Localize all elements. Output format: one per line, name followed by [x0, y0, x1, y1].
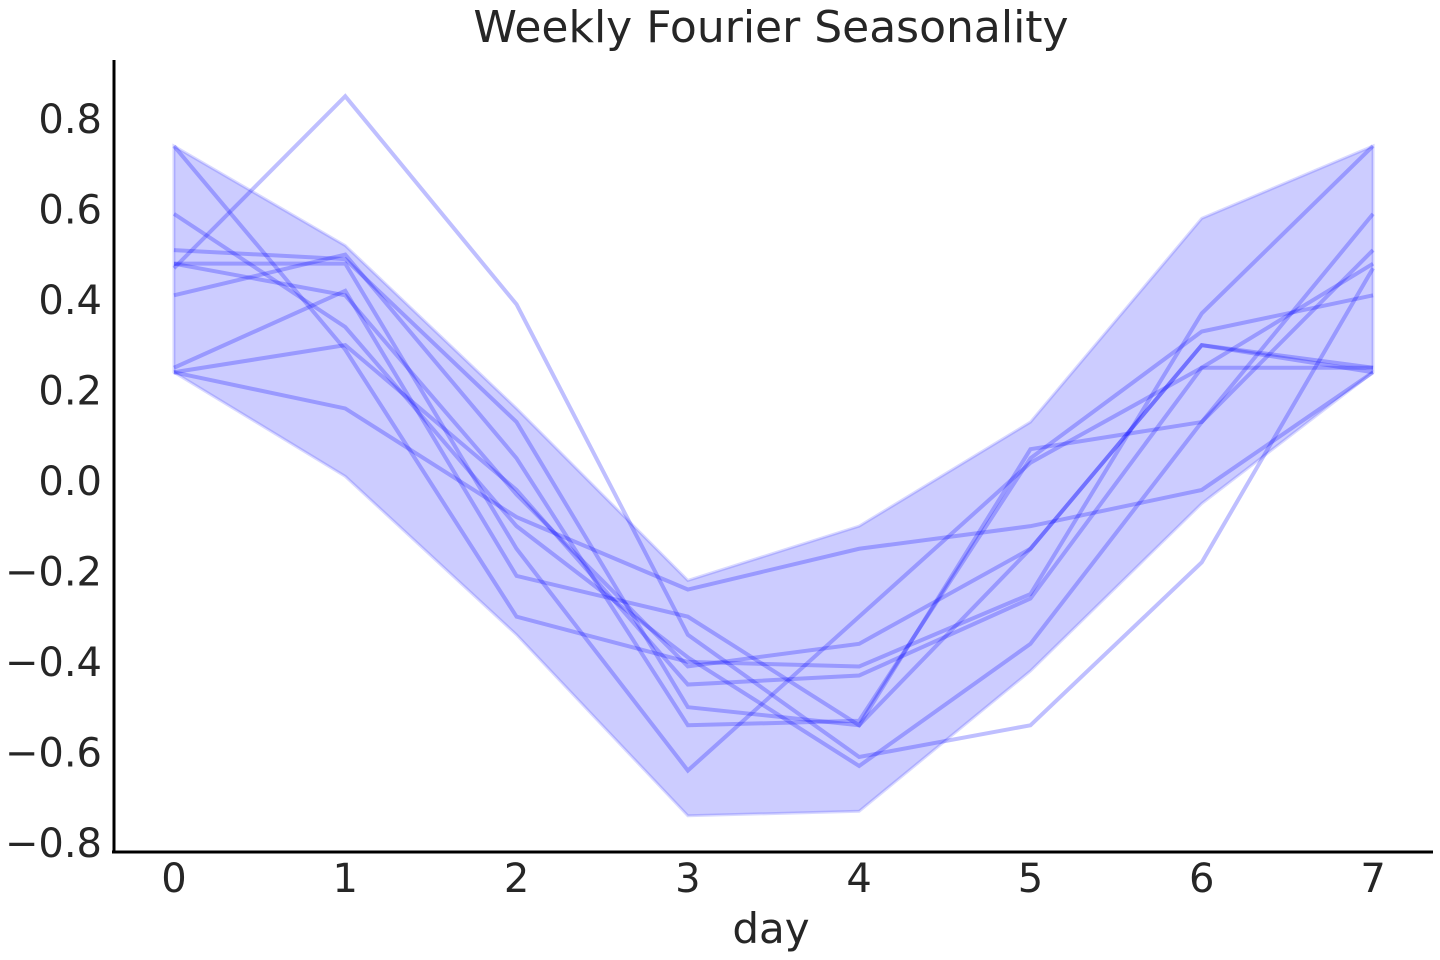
x-tick-label-5: 5	[1018, 856, 1043, 902]
series-line-7	[173, 288, 1374, 728]
x-tick-label-3: 3	[675, 856, 700, 902]
y-tick-label-0: 0.8	[38, 97, 102, 143]
y-tick-label-5: −0.2	[5, 549, 102, 595]
y-tick-labels: 0.8 0.6 0.4 0.2 0.0 −0.2 −0.4 −0.6 −0.8	[5, 97, 102, 867]
series-line-4	[173, 252, 1374, 728]
x-tick-label-4: 4	[846, 856, 871, 902]
x-tick-labels: 0 1 2 3 4 5 6 7	[161, 856, 1386, 902]
series-line-8	[173, 343, 1374, 687]
y-tick-label-7: −0.6	[5, 730, 102, 776]
credible-interval-band	[172, 143, 1375, 818]
x-axis-label: day	[732, 904, 809, 953]
x-tick-label-0: 0	[161, 856, 186, 902]
band-area	[172, 143, 1375, 818]
y-tick-label-4: 0.0	[38, 459, 102, 505]
series-line-2	[172, 212, 1375, 769]
chart-title: Weekly Fourier Seasonality	[473, 2, 1068, 53]
y-tick-label-3: 0.2	[38, 368, 102, 414]
y-tick-label-6: −0.4	[5, 640, 102, 686]
y-tick-label-8: −0.8	[5, 821, 102, 867]
series-lines	[172, 93, 1375, 774]
x-tick-label-7: 7	[1360, 856, 1385, 902]
x-tick-label-1: 1	[333, 856, 358, 902]
series-line-0	[172, 93, 1375, 760]
series-line-3	[173, 248, 1375, 728]
x-tick-label-2: 2	[504, 856, 529, 902]
series-line-6	[173, 261, 1374, 669]
x-tick-label-6: 6	[1189, 856, 1214, 902]
series-line-5	[173, 261, 1375, 774]
series-line-9	[173, 370, 1375, 592]
y-tick-label-1: 0.6	[38, 187, 102, 233]
y-tick-label-2: 0.4	[38, 278, 102, 324]
series-line-1	[172, 144, 1375, 669]
